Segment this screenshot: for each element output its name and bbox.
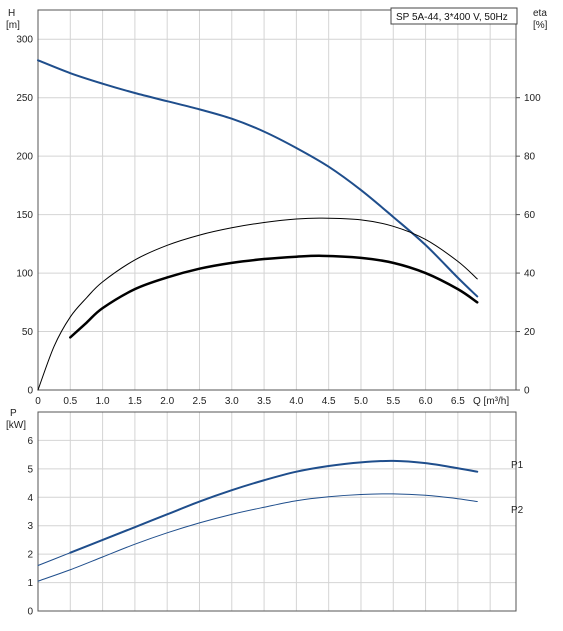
p-tick-label: 2 <box>27 550 33 561</box>
p-axis-unit-kw: [kW] <box>6 420 26 431</box>
chart-title: SP 5A-44, 3*400 V, 50Hz <box>396 12 508 23</box>
power-panel: 0 1 2 3 4 5 6 P [kW] P1 P2 <box>6 408 524 618</box>
chart-title-box <box>390 7 518 25</box>
p-tick-label: 3 <box>27 521 33 532</box>
x-tick-label: 2.0 <box>160 396 174 407</box>
y-axis-label-h: H <box>8 8 15 19</box>
legend-p1: P1 <box>511 460 524 471</box>
efficiency-total-curve-line <box>37 217 478 391</box>
y2-tick-label: 0 <box>524 386 530 397</box>
p-axis-label: P <box>10 408 17 419</box>
x-tick-label: 6.0 <box>419 396 433 407</box>
y2-tick-label: 80 <box>524 152 536 163</box>
p-tick-label: 6 <box>27 436 33 447</box>
x-tick-label: 2.5 <box>193 396 207 407</box>
top-plot-frame <box>37 9 517 391</box>
y-tick-label: 250 <box>16 93 33 104</box>
y2-axis-label-eta: eta <box>533 8 547 19</box>
top-series-lines <box>37 59 479 391</box>
legend-p2: P2 <box>511 505 524 516</box>
x-tick-label: 0.5 <box>63 396 77 407</box>
y-tick-label: 150 <box>16 210 33 221</box>
p2-curve-line <box>37 493 478 582</box>
p-tick-label: 0 <box>27 607 33 618</box>
y-tick-label: 50 <box>22 327 34 338</box>
y2-tick-label: 40 <box>524 269 536 280</box>
y2-tick-label: 60 <box>524 210 536 221</box>
top-gridlines <box>37 9 516 391</box>
bottom-tick-labels: 0 1 2 3 4 5 6 <box>27 436 33 618</box>
bottom-plot-frame <box>37 411 517 612</box>
x-tick-label: 6.5 <box>451 396 465 407</box>
y-tick-label: 0 <box>27 386 33 397</box>
y2-tick-label: 20 <box>524 327 536 338</box>
x-tick-label: 0 <box>35 396 41 407</box>
y2-tick-label: 100 <box>524 93 541 104</box>
bottom-series-lines <box>37 459 479 582</box>
x-tick-label: 5.5 <box>386 396 400 407</box>
p1-extrapolated-line <box>37 552 71 567</box>
y-tick-label: 200 <box>16 152 33 163</box>
x-tick-label: 1.0 <box>96 396 110 407</box>
x-tick-label: 5.0 <box>354 396 368 407</box>
bottom-gridlines <box>37 412 516 612</box>
head-curve-line <box>37 59 479 298</box>
x-tick-label: 4.0 <box>289 396 303 407</box>
y-axis-unit-m: [m] <box>6 20 20 31</box>
p-tick-label: 5 <box>27 464 33 475</box>
x-tick-label: 4.5 <box>322 396 336 407</box>
x-tick-label: 3.5 <box>257 396 271 407</box>
x-tick-label: 3.0 <box>225 396 239 407</box>
x-tick-label: 1.5 <box>128 396 142 407</box>
y-tick-label: 100 <box>16 269 33 280</box>
y2-axis-unit-percent: [%] <box>533 20 548 31</box>
head-efficiency-panel: 0 0.5 1.0 1.5 2.0 2.5 3.0 3.5 4.0 4.5 5.0 5.5 6.0 6.5… <box>6 7 548 407</box>
top-tick-labels: 0 0.5 1.0 1.5 2.0 2.5 3.0 3.5 4.0 4.5 5.0 5.5 6.0 6.5… <box>16 35 541 407</box>
p-tick-label: 1 <box>27 578 33 589</box>
y-tick-label: 300 <box>16 35 33 46</box>
p1-curve-line <box>69 459 479 554</box>
p-tick-label: 4 <box>27 493 33 504</box>
x-axis-label-q: Q [m³/h] <box>473 396 509 407</box>
efficiency-pump-curve-line <box>69 254 479 339</box>
